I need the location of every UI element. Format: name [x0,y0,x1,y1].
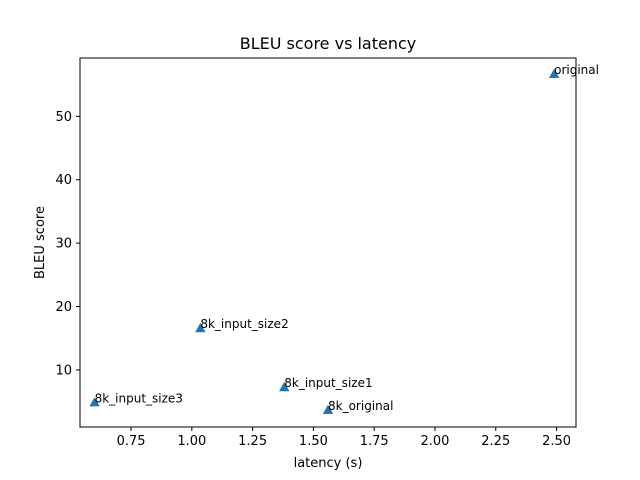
x-tick-label: 1.25 [238,434,267,449]
chart-title: BLEU score vs latency [240,34,417,53]
data-point-label: 8k_input_size1 [284,376,372,390]
data-point-marker [548,68,560,79]
data-point-marker [195,322,206,333]
x-axis: 0.75 1.00 1.25 1.50 1.75 2.00 2.25 2.50 [117,427,571,449]
data-point-marker [89,397,100,407]
plot-frame [79,57,577,428]
x-tick-label: 1.75 [360,434,389,449]
data-point-marker [279,381,290,392]
x-tick-label: 2.00 [421,434,450,449]
x-tick-label: 1.50 [299,434,328,449]
x-tick-label: 2.50 [542,434,571,449]
y-tick-label: 20 [55,300,72,315]
y-tick-label: 40 [55,173,72,188]
data-points: original 8k_input_size2 8k_input_size1 8k_i… [89,63,599,415]
x-tick-label: 1.00 [177,434,206,449]
x-tick-label: 0.75 [117,434,146,449]
data-point-marker [322,404,334,415]
y-axis: 10 20 30 40 50 [55,110,80,378]
data-point-label: 8k_input_size3 [95,391,183,405]
data-point-label: 8k_original [328,399,393,413]
x-axis-label: latency (s) [294,456,363,471]
y-axis-label: BLEU score [33,206,48,279]
y-tick-label: 50 [55,110,72,125]
y-tick-label: 30 [55,237,72,252]
y-tick-label: 10 [55,363,72,378]
x-tick-label: 2.25 [481,434,510,449]
data-point-label: original [554,63,599,77]
data-point-label: 8k_input_size2 [200,317,288,331]
